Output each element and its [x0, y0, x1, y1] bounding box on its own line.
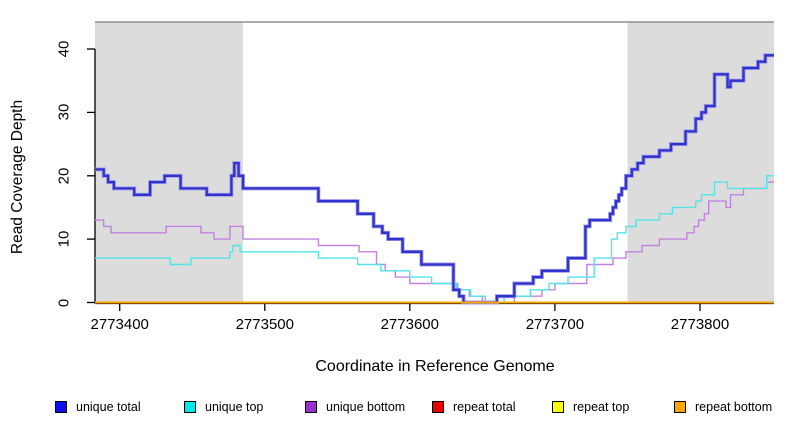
legend-item-unique-top: unique top — [184, 399, 263, 415]
repeat-top-swatch — [552, 401, 564, 413]
unique-top-swatch — [184, 401, 196, 413]
legend-label: unique bottom — [326, 400, 406, 414]
legend-item-unique-total: unique total — [55, 399, 141, 415]
x-tick-label: 2773400 — [90, 316, 149, 333]
legend-label: repeat total — [453, 400, 516, 414]
legend-label: unique total — [76, 400, 141, 414]
unique-total-swatch — [55, 401, 67, 413]
x-tick-label: 2773600 — [380, 316, 439, 333]
x-tick-label: 2773700 — [525, 316, 585, 333]
unique-bottom-swatch — [305, 401, 317, 413]
y-axis-title: Read Coverage Depth — [9, 99, 26, 255]
legend-label: repeat top — [573, 400, 630, 414]
legend-item-repeat-total: repeat total — [432, 399, 516, 415]
chart-legend: unique total unique top unique bottom re… — [0, 399, 792, 421]
legend-label: repeat bottom — [695, 400, 773, 414]
legend-label: unique top — [205, 400, 264, 414]
repeat-bottom-swatch — [674, 401, 686, 413]
x-tick-label: 2773500 — [235, 316, 294, 333]
y-tick-label: 10 — [55, 230, 73, 248]
y-tick-label: 20 — [55, 167, 73, 185]
x-tick-label: 2773800 — [670, 316, 730, 333]
repeat-total-swatch — [432, 401, 444, 413]
y-tick-label: 0 — [55, 298, 73, 307]
legend-item-repeat-bottom: repeat bottom — [674, 399, 772, 415]
legend-item-repeat-top: repeat top — [552, 399, 629, 415]
y-tick-label: 40 — [55, 40, 73, 58]
legend-item-unique-bottom: unique bottom — [305, 399, 405, 415]
x-axis-title: Coordinate in Reference Genome — [315, 358, 555, 375]
y-tick-label: 30 — [55, 104, 73, 121]
